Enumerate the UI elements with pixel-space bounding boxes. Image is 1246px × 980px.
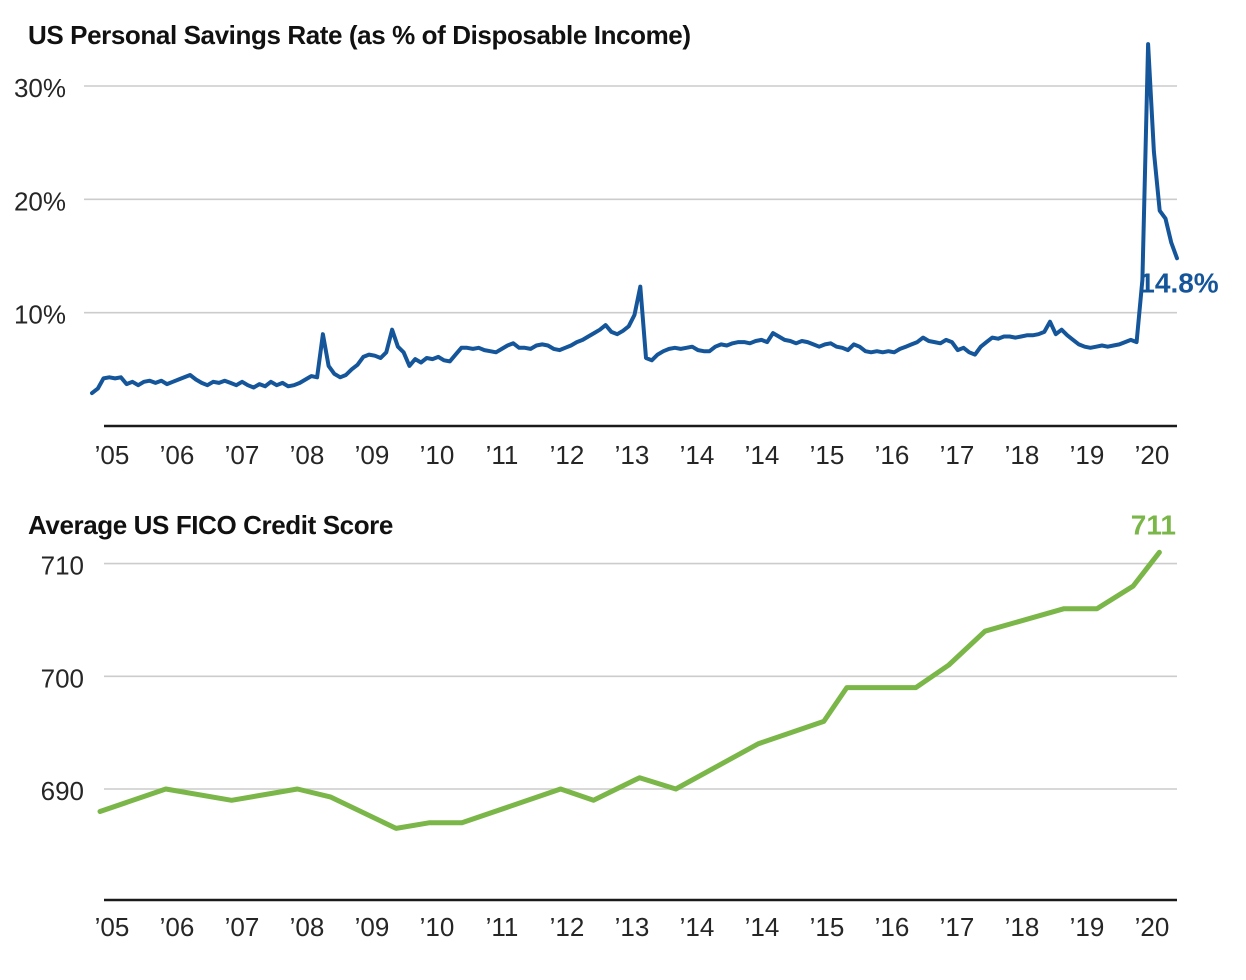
x-axis-tick-label: ’16: [875, 912, 910, 942]
y-axis-tick-label: 690: [41, 776, 84, 806]
x-axis-tick-label: ’16: [875, 440, 910, 470]
x-axis-tick-label: ’17: [940, 912, 975, 942]
y-axis-tick-label: 700: [41, 663, 84, 693]
x-axis-tick-label: ’18: [1005, 912, 1040, 942]
x-axis-tick-label: ’14: [745, 912, 780, 942]
x-axis-tick-label: ’10: [420, 440, 455, 470]
y-axis-tick-label: 30%: [14, 73, 66, 103]
x-axis-tick-label: ’05: [95, 440, 130, 470]
x-axis-tick-label: ’08: [290, 440, 325, 470]
x-axis-tick-label: ’14: [680, 912, 715, 942]
x-axis-tick-label: ’15: [810, 440, 845, 470]
last-value-annotation: 711: [1131, 509, 1176, 540]
fico-score-chart: 710 700 690 ’05 ’06 ’07 ’08 ’09 ’10 ’11 ’12 ’13 ’14 ’…: [0, 490, 1246, 980]
x-axis-tick-label: ’05: [95, 912, 130, 942]
x-axis-tick-label: ’15: [810, 912, 845, 942]
x-axis-tick-label: ’20: [1135, 440, 1170, 470]
x-axis-tick-label: ’09: [355, 440, 390, 470]
x-axis-tick-label: ’17: [940, 440, 975, 470]
savings-rate-chart: 30% 20% 10% ’05 ’06 ’07 ’08 ’09 ’10 ’11 ’12 ’13 ’14 ’…: [14, 20, 1219, 470]
x-axis-tick-label: ’07: [225, 912, 260, 942]
last-value-annotation: 14.8%: [1139, 267, 1218, 298]
x-axis-tick-label: ’10: [420, 912, 455, 942]
y-axis-tick-label: 710: [41, 551, 84, 581]
x-axis-tick-label: ’08: [290, 912, 325, 942]
x-axis-tick-label: ’12: [550, 440, 585, 470]
x-axis-tick-label: ’18: [1005, 440, 1040, 470]
x-axis-tick-label: ’14: [680, 440, 715, 470]
x-axis-tick-label: ’14: [745, 440, 780, 470]
x-axis-tick-label: ’12: [550, 912, 585, 942]
x-axis-tick-label: ’19: [1070, 912, 1105, 942]
x-axis-tick-label: ’19: [1070, 440, 1105, 470]
y-axis-tick-label: 20%: [14, 186, 66, 216]
savings-rate-chart-canvas: 30% 20% 10% ’05 ’06 ’07 ’08 ’09 ’10 ’11 ’12 ’13 ’14 ’…: [14, 42, 1219, 470]
x-axis-tick-label: ’11: [486, 440, 519, 470]
x-axis-tick-label: ’11: [486, 912, 519, 942]
data-line: [90, 42, 1179, 396]
fico-score-chart-canvas: 710 700 690 ’05 ’06 ’07 ’08 ’09 ’10 ’11 ’12 ’13 ’14 ’…: [41, 509, 1177, 942]
x-axis-tick-label: ’09: [355, 912, 390, 942]
data-line: [97, 549, 1162, 831]
x-axis-tick-label: ’06: [160, 912, 195, 942]
fico-score-chart-title: Average US FICO Credit Score: [28, 510, 393, 540]
x-axis-tick-label: ’20: [1135, 912, 1170, 942]
x-axis-tick-label: ’07: [225, 440, 260, 470]
x-axis-tick-label: ’13: [615, 912, 650, 942]
x-axis-tick-label: ’13: [615, 440, 650, 470]
y-axis-tick-label: 10%: [14, 300, 66, 330]
x-axis-tick-label: ’06: [160, 440, 195, 470]
savings-rate-chart-title: US Personal Savings Rate (as % of Dispos…: [28, 20, 691, 50]
